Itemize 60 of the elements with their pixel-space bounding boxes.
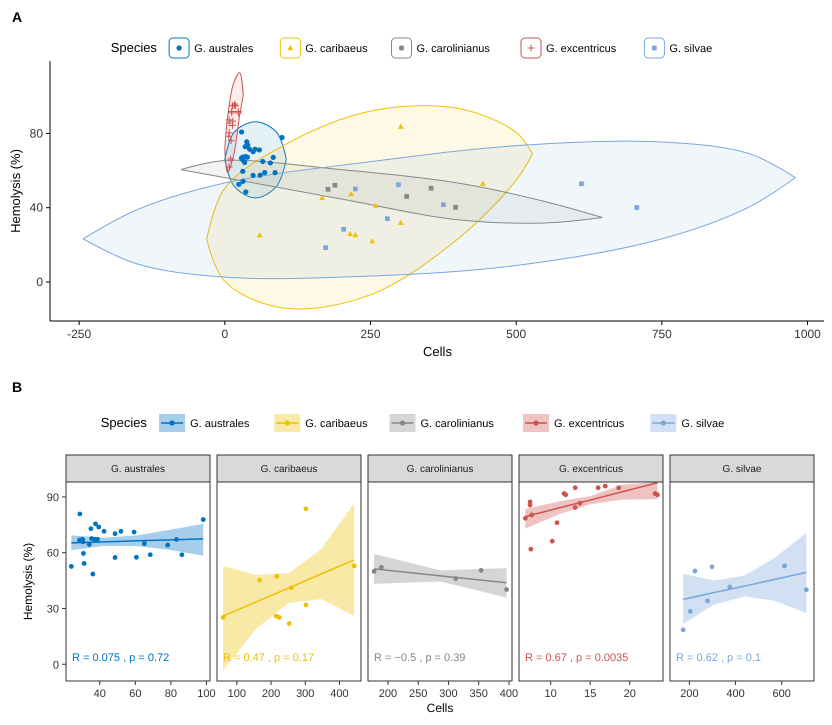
x-tick-label: 20: [624, 688, 636, 700]
text: A: [12, 9, 22, 25]
x-tick-label: 400: [500, 688, 518, 700]
legend-label: G. carolinianus: [420, 418, 494, 430]
chart-title: G. caribaeus: [260, 464, 318, 475]
legend-label: G. caribaeus: [305, 43, 368, 55]
x-tick-label: 400: [330, 688, 349, 700]
chart-title: G. silvae: [722, 464, 762, 475]
y-tick-label: 80: [30, 126, 44, 140]
chart-title: G. australes: [111, 464, 165, 475]
x-tick-label: 200: [680, 688, 699, 700]
x-tick-label: 100: [228, 688, 246, 700]
legend-title: Species: [100, 415, 148, 430]
y-tick-label: 90: [46, 492, 59, 504]
y-axis-title: Hemolysis (%): [21, 542, 35, 620]
legend-label: G. carolinianus: [416, 43, 490, 55]
x-tick-label: 10: [544, 688, 557, 700]
chart-title: G. carolinianus: [406, 464, 474, 475]
x-tick-label: 300: [439, 688, 458, 700]
x-tick-label: 600: [772, 688, 791, 700]
annotation: R = 0.075 , p = 0.72: [72, 652, 170, 664]
legend-title: Species: [110, 40, 158, 55]
y-tick-label: 0: [52, 659, 59, 672]
x-tick-label: 1000: [794, 327, 822, 341]
legend-label: G. excentricus: [554, 418, 625, 430]
annotation: R = 0.62 , p = 0.1: [676, 652, 762, 664]
x-tick-label: 80: [164, 688, 178, 700]
x-tick-label: 200: [262, 688, 280, 700]
legend-label: G. australes: [190, 418, 250, 430]
x-tick-label: -250: [67, 327, 92, 341]
x-tick-label: 350: [470, 688, 488, 700]
x-tick-label: 100: [197, 688, 216, 700]
annotation: R = 0.67 , p = 0.0035: [525, 652, 628, 664]
x-tick-label: 200: [378, 688, 398, 700]
x-tick-label: 40: [94, 688, 106, 700]
x-tick-label: 750: [652, 327, 672, 341]
x-axis-title: Cells: [423, 344, 452, 359]
x-tick-label: 15: [584, 688, 596, 700]
x-tick-label: 0: [221, 327, 228, 341]
y-tick-label: 60: [46, 548, 59, 560]
chart-title: G. excentricus: [559, 464, 623, 475]
y-axis-title: Hemolysis (%): [8, 149, 23, 233]
legend-label: G. silvae: [669, 43, 712, 55]
y-tick-label: 0: [36, 275, 44, 289]
y-tick-label: 40: [30, 200, 44, 215]
x-tick-label: 60: [129, 688, 142, 700]
x-tick-label: 250: [360, 327, 381, 341]
text: B: [12, 379, 22, 395]
legend-label: G. caribaeus: [305, 418, 368, 430]
legend-label: G. excentricus: [546, 43, 617, 55]
x-axis-title: Cells: [426, 701, 454, 715]
legend-label: G. australes: [194, 43, 254, 55]
annotation: R = −0.5 , p = 0.39: [374, 652, 466, 664]
y-tick-label: 30: [46, 603, 59, 616]
x-tick-label: 250: [409, 688, 428, 700]
x-tick-label: 300: [296, 688, 314, 700]
annotation: R = 0.47 , p = 0.17: [223, 652, 314, 664]
x-tick-label: 400: [726, 688, 745, 700]
legend-label: G. silvae: [681, 418, 724, 430]
x-tick-label: 500: [506, 327, 526, 341]
